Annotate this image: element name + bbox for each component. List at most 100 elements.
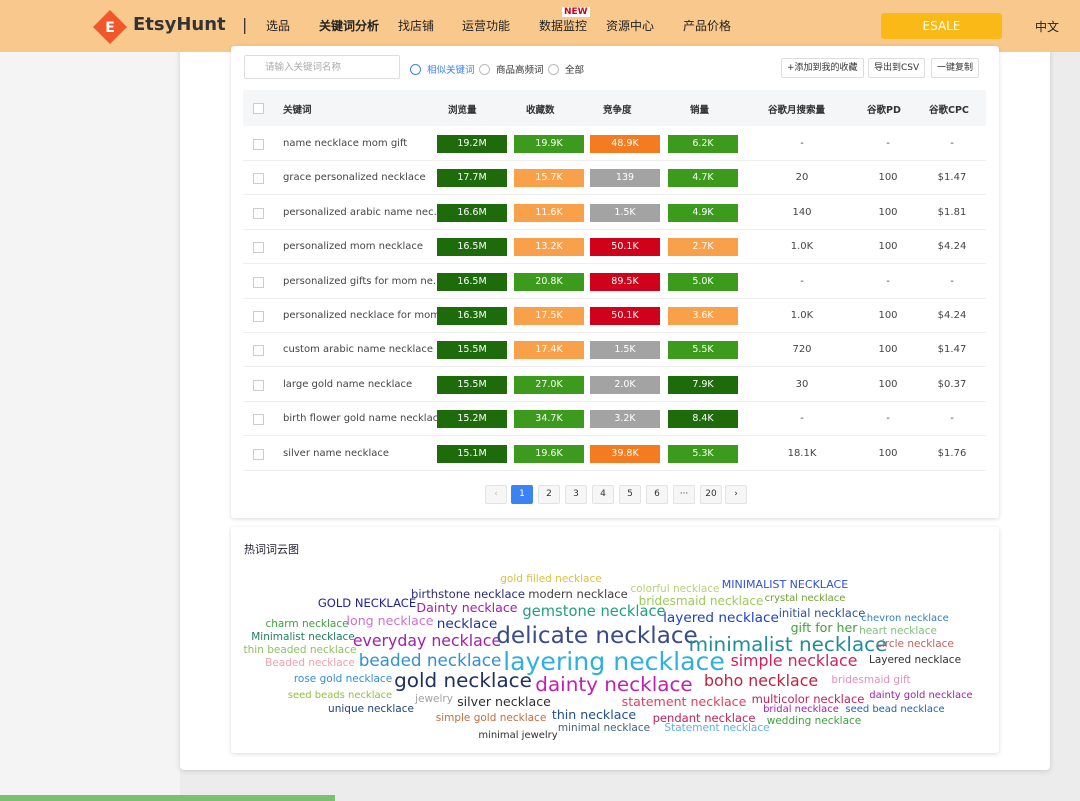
metric-bar: 16.3M xyxy=(437,307,507,325)
page-button[interactable]: 20 xyxy=(700,485,722,504)
page-button[interactable]: 5 xyxy=(619,485,641,504)
cloud-word: pendant necklace xyxy=(653,711,756,725)
metric-bar: 16.5M xyxy=(437,272,507,291)
page-button[interactable]: 3 xyxy=(565,485,587,504)
metric-bar: 2.7K xyxy=(668,238,738,257)
google-metric: $1.76 xyxy=(937,447,967,459)
cloud-word: minimalist necklace xyxy=(689,632,888,656)
page-prev[interactable]: ‹ xyxy=(485,485,507,504)
page-button[interactable]: 6 xyxy=(646,485,668,504)
cloud-word: colorful necklace xyxy=(630,583,719,595)
menu-item[interactable]: 选品 xyxy=(266,19,291,33)
keyword[interactable]: personalized mom necklace xyxy=(283,241,424,253)
checkbox[interactable] xyxy=(253,139,264,150)
google-metric: 100 xyxy=(878,344,898,356)
checkbox[interactable] xyxy=(253,345,264,357)
column-header[interactable]: 收藏数 xyxy=(526,105,555,116)
page-button[interactable]: 2 xyxy=(538,485,560,504)
cloud-word: bridesmaid gift xyxy=(831,674,910,686)
menu-item[interactable]: 资源中心 xyxy=(606,19,655,33)
radio[interactable] xyxy=(479,64,490,75)
metric-bar: 50.1K xyxy=(590,307,660,325)
esale-button[interactable]: ESALE xyxy=(881,13,1002,39)
google-metric: $1.47 xyxy=(937,344,967,356)
google-metric: $1.81 xyxy=(937,206,967,218)
metric-bar: 3.2K xyxy=(590,410,660,429)
cloud-word: long necklace xyxy=(346,613,433,628)
radio-label[interactable]: 商品高频词 xyxy=(496,65,544,76)
metric-bar: 19.2M xyxy=(437,135,507,153)
cloud-title: 热词词云图 xyxy=(244,543,299,556)
menu-item[interactable]: 找店铺 xyxy=(398,19,435,33)
cloud-word: gemstone necklace xyxy=(522,603,665,620)
column-header[interactable]: 浏览量 xyxy=(448,105,477,116)
cloud-word: thin necklace xyxy=(552,707,636,722)
language[interactable]: 中文 xyxy=(1035,20,1060,34)
keyword[interactable]: custom arabic name necklace xyxy=(283,344,434,356)
column-header[interactable]: 谷歌PD xyxy=(867,105,901,116)
menu-item[interactable]: 产品价格 xyxy=(683,19,732,33)
toolbar-button[interactable]: 导出到CSV xyxy=(868,58,926,78)
checkbox[interactable] xyxy=(253,379,264,391)
checkbox[interactable] xyxy=(253,414,264,426)
column-header[interactable]: 竞争度 xyxy=(603,105,632,116)
word-cloud: gold filled necklace colorful necklace MIN… xyxy=(244,573,973,741)
new-badge: NEW xyxy=(562,7,590,17)
checkbox[interactable] xyxy=(253,311,264,322)
metric-bar: 20.8K xyxy=(514,272,584,291)
menu-item[interactable]: 关键词分析 xyxy=(319,19,380,33)
radio[interactable] xyxy=(410,64,421,75)
google-metric: 100 xyxy=(878,206,898,218)
radio[interactable] xyxy=(548,64,559,75)
toolbar-button[interactable]: +添加到我的收藏 xyxy=(781,58,864,78)
checkbox[interactable] xyxy=(253,103,264,114)
row-divider xyxy=(243,228,986,230)
google-metric: - xyxy=(886,413,890,425)
cloud-word: minimal necklace xyxy=(558,722,650,734)
cloud-word: necklace xyxy=(437,616,497,632)
checkbox[interactable] xyxy=(253,242,264,254)
cloud-word: unique necklace xyxy=(328,703,414,715)
toolbar-button[interactable]: 一键复制 xyxy=(931,58,980,78)
row-divider xyxy=(243,297,986,299)
logo[interactable]: EtsyHunt xyxy=(133,14,226,35)
menu-item[interactable]: 数据监控 xyxy=(539,19,588,33)
keyword[interactable]: birth flower gold name necklace xyxy=(283,413,445,425)
column-header[interactable]: 销量 xyxy=(690,105,710,116)
keyword[interactable]: grace personalized necklace xyxy=(283,172,426,184)
google-metric: - xyxy=(800,138,804,149)
keyword[interactable]: personalized arabic name nec... xyxy=(283,206,444,218)
keyword[interactable]: personalized necklace for mom xyxy=(283,310,440,321)
checkbox[interactable] xyxy=(253,207,264,219)
cloud-word: Statement necklace xyxy=(664,722,769,734)
google-metric: - xyxy=(886,275,890,287)
metric-bar: 5.5K xyxy=(668,341,738,360)
menu-item[interactable]: 运营功能 xyxy=(462,19,511,33)
checkbox[interactable] xyxy=(253,173,264,185)
keyword[interactable]: personalized gifts for mom ne... xyxy=(283,275,443,287)
page-button[interactable]: 4 xyxy=(592,485,614,504)
keyword[interactable]: large gold name necklace xyxy=(283,378,413,390)
page-button[interactable]: 1 xyxy=(511,485,533,504)
metric-bar: 4.9K xyxy=(668,203,738,222)
column-header[interactable]: 谷歌月搜索量 xyxy=(768,105,826,116)
page-button[interactable]: ··· xyxy=(673,485,695,504)
checkbox[interactable] xyxy=(253,276,264,288)
keyword[interactable]: silver name necklace xyxy=(283,447,390,459)
column-header[interactable]: 谷歌CPC xyxy=(929,105,969,116)
metric-bar: 15.5M xyxy=(437,341,507,360)
row-divider xyxy=(243,194,986,196)
metric-bar: 1.5K xyxy=(590,341,660,360)
checkbox[interactable] xyxy=(253,448,264,460)
metric-bar: 15.2M xyxy=(437,410,507,429)
header-bg xyxy=(243,90,986,126)
cloud-word: dainty gold necklace xyxy=(869,690,972,701)
radio-label[interactable]: 全部 xyxy=(565,65,585,76)
radio-label[interactable]: 相似关键词 xyxy=(427,65,475,76)
row-divider xyxy=(243,332,986,333)
page-next[interactable]: › xyxy=(725,485,747,504)
column-header: 关键词 xyxy=(283,105,312,116)
search-input[interactable]: 请输入关键词名称 xyxy=(244,55,400,79)
metric-bar: 17.4K xyxy=(514,341,584,360)
keyword[interactable]: name necklace mom gift xyxy=(283,138,408,149)
